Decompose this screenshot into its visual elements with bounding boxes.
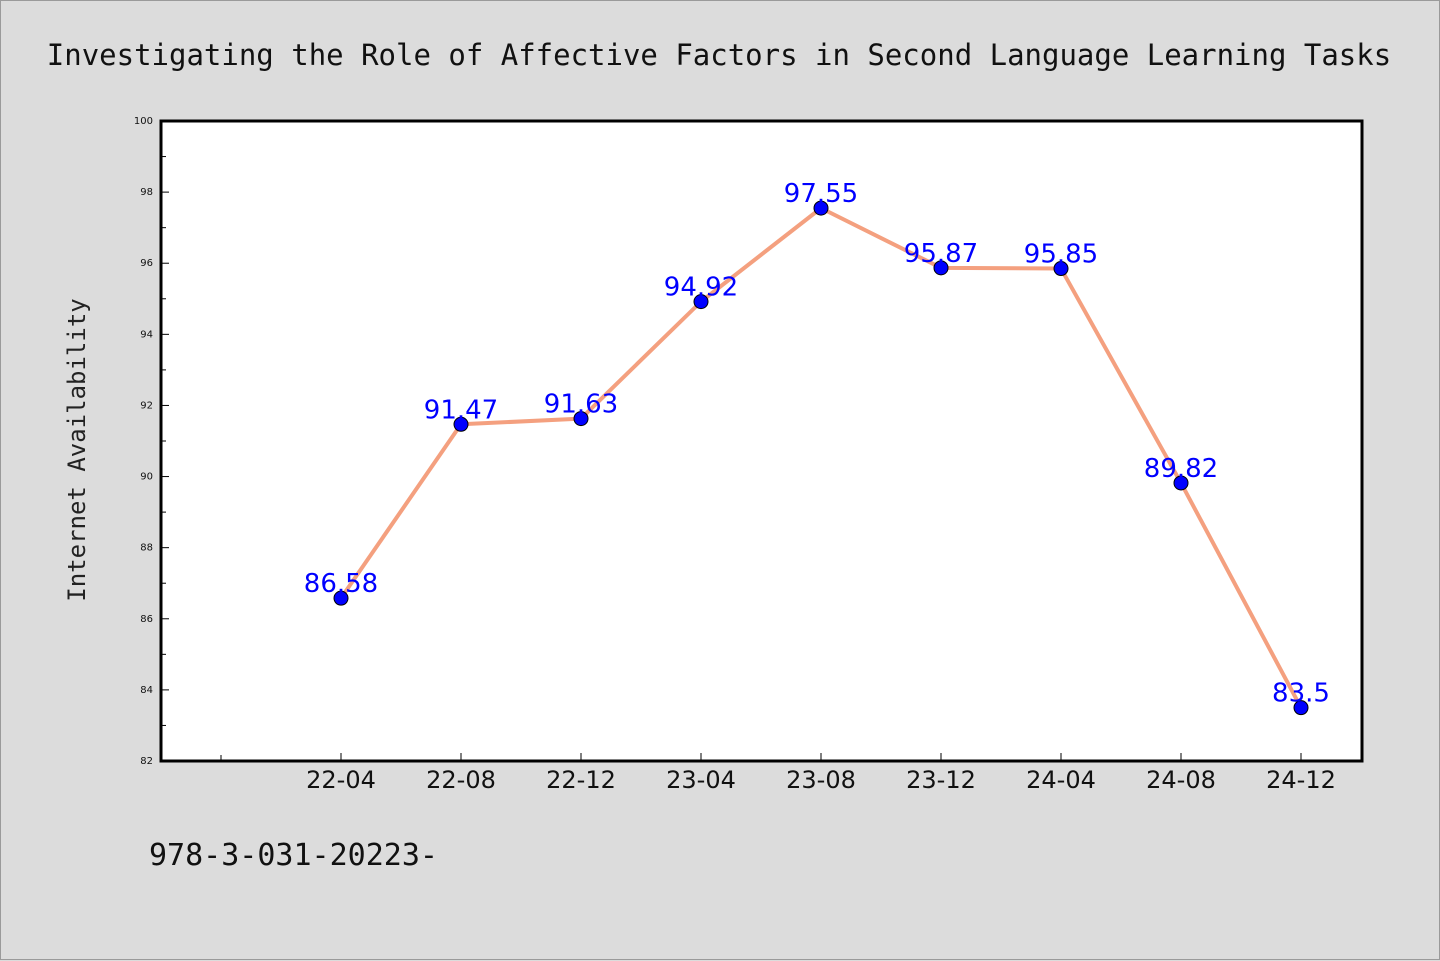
chart-title: Investigating the Role of Affective Fact… [47, 38, 1391, 72]
x-tick-label: 24-12 [1266, 766, 1336, 794]
y-tick-label: 94 [140, 329, 153, 340]
data-point [1293, 700, 1309, 716]
x-tick-label: 22-04 [306, 766, 376, 794]
y-tick-label: 88 [140, 543, 153, 554]
data-label: 91.47 [424, 395, 498, 425]
data-point [1053, 261, 1069, 277]
x-tick-label: 22-08 [426, 766, 496, 794]
y-tick-label: 82 [140, 756, 153, 767]
y-axis: 82 84 86 88 90 92 94 96 98 100 [134, 116, 169, 767]
data-point [813, 200, 829, 216]
data-point [453, 416, 469, 432]
y-tick-label: 98 [140, 187, 153, 198]
data-point [933, 260, 949, 276]
x-tick-label: 24-08 [1146, 766, 1216, 794]
y-tick-label: 86 [140, 614, 153, 625]
data-label: 86.58 [304, 569, 378, 599]
data-label: 97.55 [784, 179, 858, 209]
x-axis: 22-04 22-08 22-12 23-04 23-08 23-12 24-04 24-08… [220, 753, 1336, 794]
x-tick-label: 24-04 [1026, 766, 1096, 794]
data-point [333, 590, 349, 606]
data-label: 83.5 [1272, 679, 1330, 709]
series-layer: 86.58 91.47 91.63 94.92 97.55 95.87 95.85 89.82… [304, 179, 1330, 716]
x-tick-label: 23-12 [906, 766, 976, 794]
data-point [573, 411, 589, 427]
y-axis-label: Internet Availability [63, 298, 91, 601]
x-tick-label: 22-12 [546, 766, 616, 794]
plot-area [159, 119, 1364, 763]
y-tick-label: 84 [140, 685, 153, 696]
x-tick-label: 23-04 [666, 766, 736, 794]
data-point [693, 294, 709, 310]
y-tick-label: 92 [140, 400, 153, 411]
x-tick-label: 23-08 [786, 766, 856, 794]
y-tick-label: 90 [140, 472, 153, 483]
data-point [1173, 475, 1189, 491]
footnote-isbn: 978-3-031-20223- [149, 838, 438, 873]
data-label: 94.92 [664, 273, 738, 303]
data-label: 91.63 [544, 390, 618, 420]
y-tick-label: 100 [134, 116, 153, 127]
data-label: 95.87 [904, 239, 978, 269]
data-label: 89.82 [1144, 454, 1218, 484]
data-label: 95.85 [1024, 240, 1098, 270]
y-tick-label: 96 [140, 258, 153, 269]
